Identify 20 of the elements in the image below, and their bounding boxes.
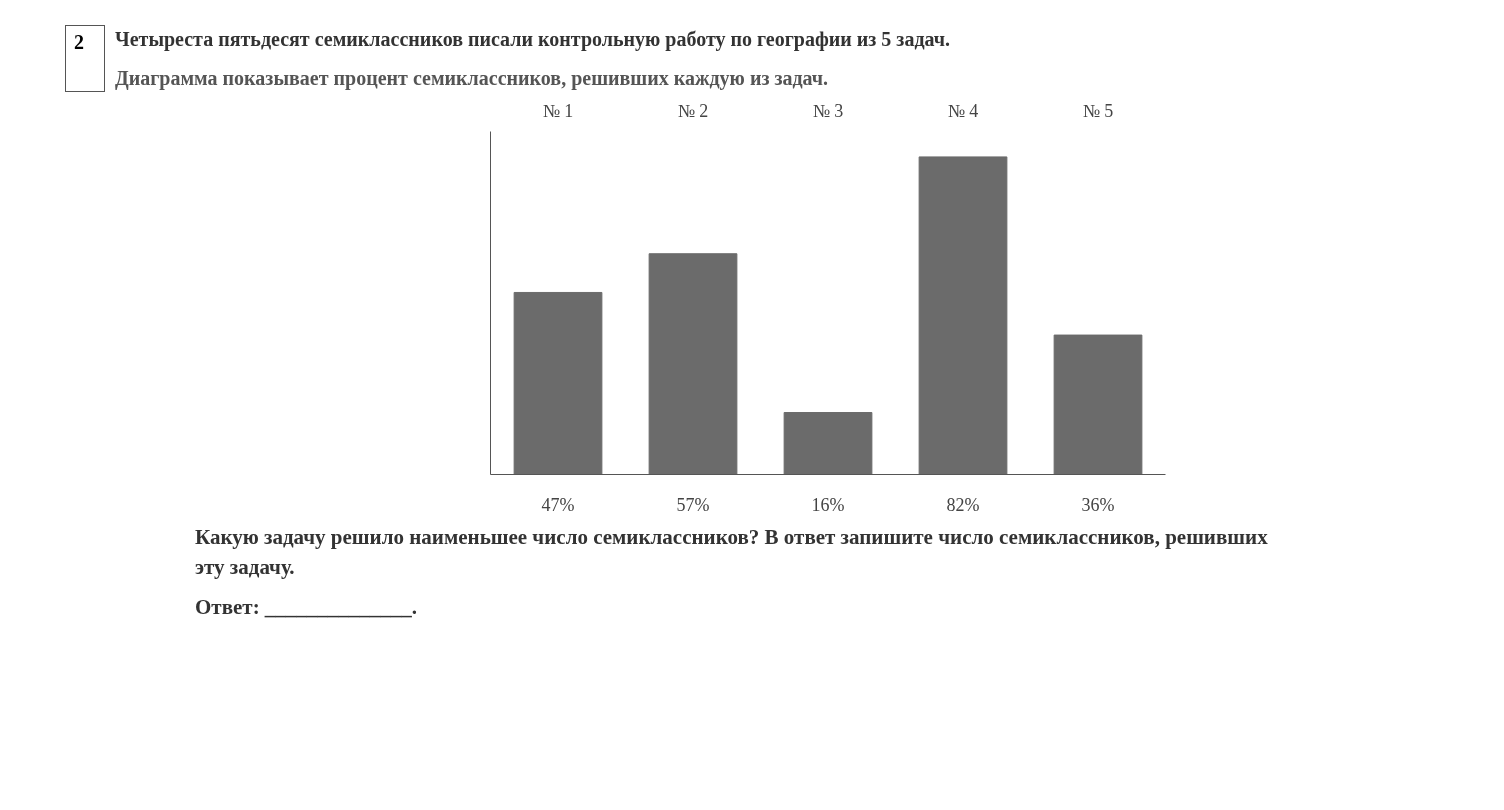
x-tick-label: № 2 <box>677 100 709 121</box>
data-label: 36% <box>1081 494 1115 515</box>
bar <box>513 292 603 475</box>
x-tick-label: № 3 <box>812 100 844 121</box>
data-label: 16% <box>811 494 845 515</box>
text: 2 <box>74 30 84 55</box>
x-tick-label: № 4 <box>947 100 979 121</box>
bar <box>783 412 873 475</box>
bar <box>648 253 738 475</box>
x-tick-label: № 1 <box>542 100 574 121</box>
bar <box>918 156 1008 475</box>
data-label: 82% <box>946 494 980 515</box>
text: Какую задачу решило наименьшее число семиклассников? В ответ запишите число семиклассников, решивших эту задачу. <box>195 524 1269 582</box>
x-tick-label: № 5 <box>1082 100 1114 121</box>
chart-subtitle: Диаграмма показывает процент семиклассников, решивших каждую из задач. <box>115 65 829 92</box>
data-label: 47% <box>541 494 575 515</box>
chart-title: Четыреста пятьдесят семиклассников писали контрольную работу по географии из 5 задач. <box>115 27 950 53</box>
text: Ответ: ______________. <box>195 594 418 622</box>
data-label: 57% <box>676 494 710 515</box>
bar <box>1053 334 1143 475</box>
